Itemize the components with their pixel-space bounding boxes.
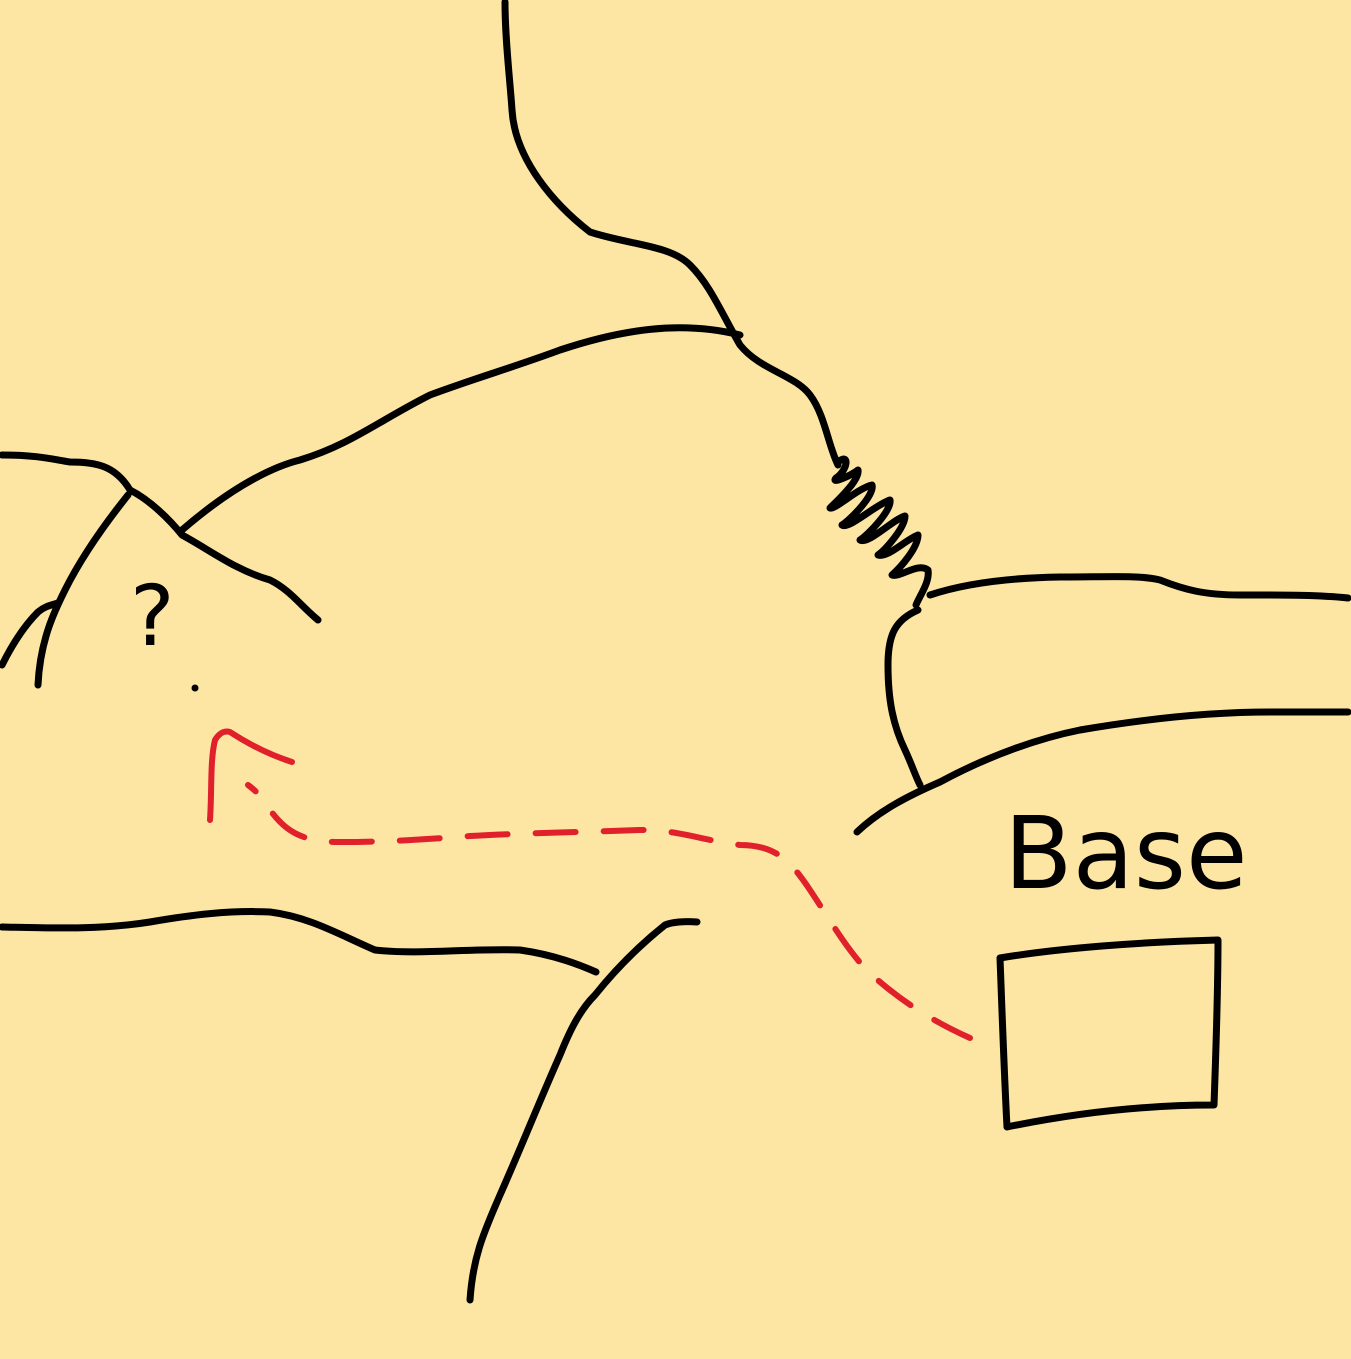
ridge-line-top	[501, 0, 842, 469]
base-marker: Base	[996, 795, 1248, 1131]
base-label: Base	[1004, 795, 1248, 912]
river-bank-lower	[853, 708, 1351, 836]
terrain-lines	[0, 0, 1351, 1304]
valley-line	[0, 908, 600, 976]
question-mark-label: ?	[130, 567, 175, 665]
dashed-route-arrow	[207, 728, 973, 1041]
mountain-arc	[178, 324, 744, 534]
left-peak	[0, 451, 322, 624]
marker-dot	[191, 684, 199, 692]
route-arrowhead-icon	[207, 728, 295, 823]
left-shoulder	[0, 599, 62, 669]
trail-line	[466, 918, 701, 1304]
river-bank-upper	[926, 573, 1351, 602]
left-peak-slope	[34, 491, 132, 689]
base-building-icon	[996, 936, 1222, 1131]
spring-symbol	[826, 455, 932, 609]
spring-icon	[826, 455, 932, 609]
route-path	[245, 782, 973, 1041]
unknown-marker: ?	[130, 567, 199, 692]
cliff-line	[884, 606, 924, 789]
